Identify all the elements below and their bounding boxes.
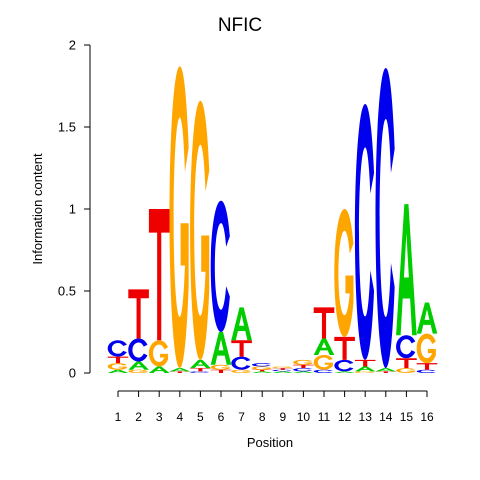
logo-letters (108, 66, 438, 373)
logo-letter-t-pos-13 (355, 360, 376, 367)
logo-letter-a-pos-5 (190, 360, 211, 368)
x-tick-label: 13 (359, 410, 373, 424)
logo-letter-t-pos-8 (252, 370, 273, 372)
logo-letter-a-pos-8 (252, 371, 273, 373)
logo-letter-c-pos-11 (314, 370, 333, 373)
logo-letter-a-pos-9 (273, 371, 294, 373)
logo-letter-g-pos-12 (334, 209, 353, 337)
x-tick-label: 15 (400, 410, 414, 424)
logo-letter-g-pos-3 (149, 340, 168, 366)
logo-letter-g-pos-4 (170, 66, 189, 368)
logo-letter-t-pos-11 (314, 307, 335, 338)
y-tick-label: 0.5 (58, 284, 76, 299)
logo-letter-g-pos-10 (293, 360, 312, 365)
logo-letter-c-pos-5 (190, 371, 209, 373)
x-tick-label: 8 (259, 410, 266, 424)
logo-letter-g-pos-6 (211, 365, 230, 370)
logo-letter-a-pos-13 (355, 366, 376, 371)
logo-letter-t-pos-9 (273, 368, 294, 370)
x-tick-label: 16 (420, 410, 434, 424)
logo-letter-t-pos-16 (417, 363, 438, 370)
logo-letter-c-pos-8 (252, 363, 271, 366)
x-tick-label: 1 (115, 410, 122, 424)
logo-letter-t-pos-1 (108, 357, 129, 364)
logo-letter-t-pos-7 (231, 340, 252, 356)
logo-letter-t-pos-5 (190, 368, 211, 371)
logo-letter-c-pos-6 (211, 201, 230, 332)
logo-letter-g-pos-2 (128, 370, 147, 373)
chart-title: NFIC (218, 15, 262, 36)
logo-letter-a-pos-16 (417, 302, 438, 333)
x-tick-label: 5 (197, 410, 204, 424)
logo-letter-a-pos-14 (376, 368, 397, 371)
x-tick-label: 12 (338, 410, 352, 424)
logo-letter-t-pos-4 (170, 371, 191, 373)
logo-letter-c-pos-2 (128, 339, 147, 362)
logo-letter-g-pos-1 (108, 363, 127, 370)
x-axis-label: Position (247, 435, 293, 450)
logo-letter-c-pos-13 (355, 104, 374, 360)
logo-letter-a-pos-10 (293, 371, 314, 373)
logo-letter-a-pos-6 (211, 332, 232, 365)
logo-letter-g-pos-9 (273, 366, 292, 368)
logo-letter-g-pos-5 (190, 101, 209, 360)
x-tick-label: 10 (297, 410, 311, 424)
y-tick-label: 1 (69, 202, 76, 217)
logo-letter-a-pos-2 (128, 362, 149, 370)
logo-letter-c-pos-14 (376, 68, 395, 368)
logo-letter-g-pos-13 (355, 371, 374, 373)
logo-letter-t-pos-10 (293, 365, 314, 368)
logo-letter-t-pos-15 (396, 358, 417, 368)
x-tick-label: 14 (379, 410, 393, 424)
logo-letter-a-pos-1 (108, 370, 129, 373)
logo-letter-g-pos-15 (396, 368, 415, 373)
logo-letter-g-pos-11 (314, 355, 333, 370)
logo-letter-t-pos-12 (334, 337, 355, 360)
logo-letter-c-pos-16 (417, 370, 436, 373)
x-tick-label: 9 (279, 410, 286, 424)
logo-letter-g-pos-7 (231, 370, 250, 373)
x-tick-label: 3 (156, 410, 163, 424)
logo-letter-a-pos-7 (231, 307, 252, 340)
x-tick-label: 2 (135, 410, 142, 424)
y-axis-label: Information content (30, 153, 45, 265)
logo-letter-a-pos-11 (314, 339, 335, 355)
logo-letter-a-pos-3 (149, 366, 170, 373)
logo-letter-t-pos-14 (376, 371, 397, 373)
logo-letter-t-pos-6 (211, 370, 232, 373)
logo-letter-c-pos-9 (273, 370, 292, 372)
logo-letter-c-pos-15 (396, 335, 415, 358)
y-axis: 0 0.5 1 1.5 2 (58, 38, 90, 381)
logo-letter-a-pos-4 (170, 368, 191, 371)
logo-letter-c-pos-10 (293, 368, 312, 371)
logo-letter-a-pos-12 (334, 371, 355, 373)
y-tick-label: 0 (69, 366, 76, 381)
logo-letter-c-pos-1 (108, 340, 127, 356)
logo-letter-t-pos-2 (128, 289, 149, 338)
logo-letter-a-pos-15 (396, 204, 417, 335)
x-tick-label: 7 (238, 410, 245, 424)
x-tick-label: 4 (176, 410, 183, 424)
logo-letter-c-pos-12 (334, 360, 353, 371)
x-tick-label: 11 (318, 410, 331, 424)
logo-letter-g-pos-8 (252, 366, 271, 369)
x-tick-label: 6 (218, 410, 225, 424)
y-tick-label: 2 (69, 38, 76, 53)
logo-letter-c-pos-7 (231, 357, 250, 370)
x-axis: 1 2 3 4 5 6 7 8 9 10 11 12 13 14 15 16 (115, 391, 434, 424)
y-tick-label: 1.5 (58, 120, 76, 135)
logo-letter-g-pos-16 (417, 334, 436, 364)
logo-letter-t-pos-3 (149, 209, 170, 340)
